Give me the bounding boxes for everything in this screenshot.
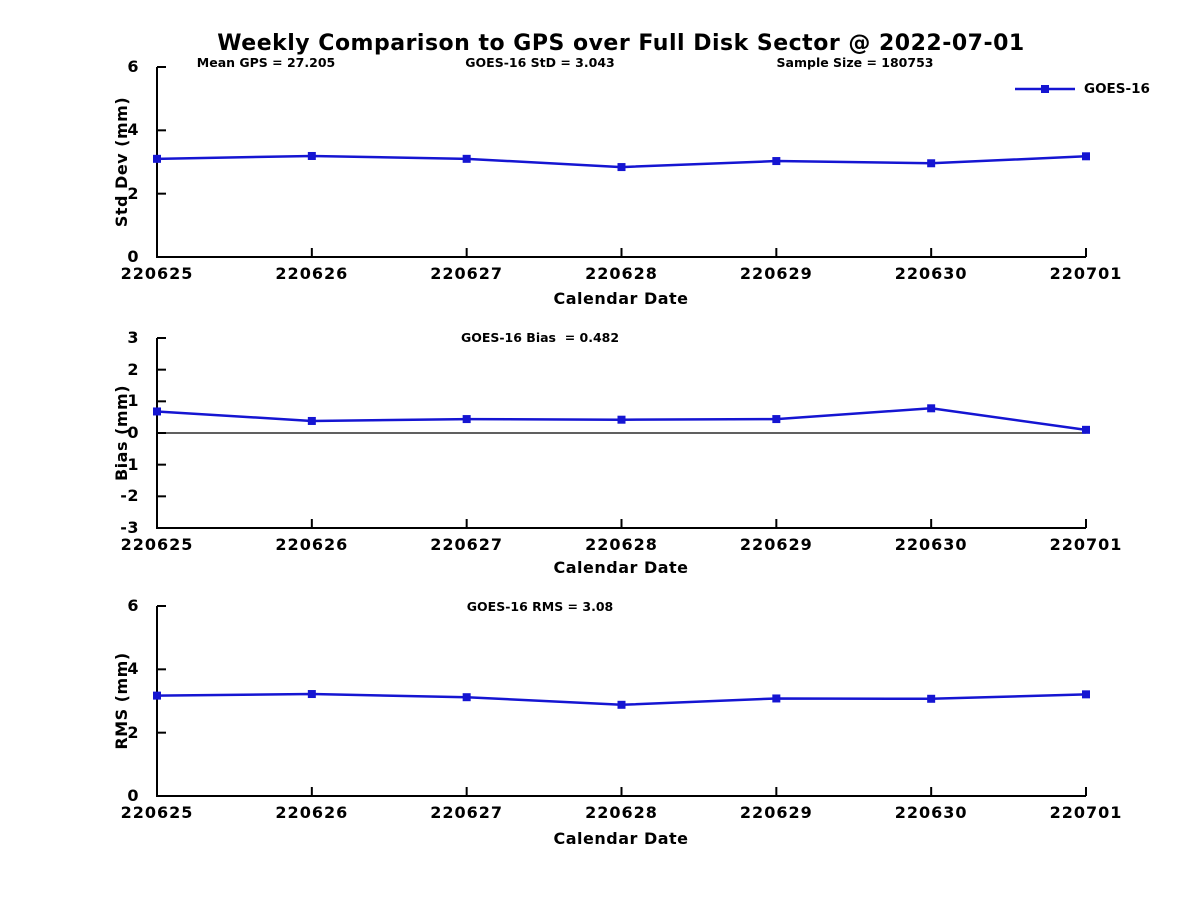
y-tick-label: 2 xyxy=(127,722,139,742)
x-tick-label: 220629 xyxy=(739,264,813,283)
x-tick-label: 220627 xyxy=(430,803,504,822)
data-point-marker xyxy=(307,151,316,160)
y-tick-label: 4 xyxy=(127,659,139,679)
data-point-marker xyxy=(927,694,936,703)
x-tick-label: 220629 xyxy=(739,803,813,822)
data-point-marker xyxy=(1082,425,1090,434)
y-tick-label: 6 xyxy=(127,596,139,615)
legend-label: GOES-16 xyxy=(1084,81,1150,97)
data-point-marker xyxy=(617,163,626,172)
y-tick-label: 6 xyxy=(127,57,139,76)
x-tick-label: 220625 xyxy=(120,264,194,283)
data-point-marker xyxy=(772,694,781,703)
annotation-goes16-std: GOES-16 StD = 3.043 xyxy=(465,55,615,70)
data-point-marker xyxy=(927,404,936,413)
y-tick-label: 3 xyxy=(127,328,139,347)
x-tick-label: 220625 xyxy=(120,535,194,554)
data-point-marker xyxy=(307,690,316,699)
data-point-marker xyxy=(462,154,471,163)
figure-title: Weekly Comparison to GPS over Full Disk … xyxy=(217,31,1025,56)
annotation-goes16-bias: GOES-16 Bias = 0.482 xyxy=(460,330,620,345)
annotation-mean-gps: Mean GPS = 27.205 xyxy=(196,55,336,70)
y-tick-label: 1 xyxy=(127,391,139,411)
y-tick-label: -2 xyxy=(120,486,139,506)
data-point-marker xyxy=(462,693,471,702)
data-point-marker xyxy=(927,159,936,168)
annotation-sample-size: Sample Size = 180753 xyxy=(776,55,934,70)
x-axis-label-1: Calendar Date xyxy=(553,289,689,308)
data-point-marker xyxy=(307,416,316,425)
data-point-marker xyxy=(772,415,781,424)
y-tick-label: 2 xyxy=(127,359,139,379)
x-tick-label: 220627 xyxy=(430,264,504,283)
y-tick-label: 0 xyxy=(127,423,139,442)
x-tick-label: 220626 xyxy=(275,535,349,554)
x-axis-label-2: Calendar Date xyxy=(553,558,689,577)
x-tick-label: 220630 xyxy=(894,535,968,554)
x-tick-label: 220628 xyxy=(585,535,658,554)
x-axis-label-3: Calendar Date xyxy=(553,829,689,848)
data-point-marker xyxy=(617,415,626,424)
y-tick-label: 2 xyxy=(127,183,139,203)
x-tick-label: 220628 xyxy=(585,264,658,283)
annotation-goes16-rms: GOES-16 RMS = 3.08 xyxy=(466,599,614,614)
data-point-marker xyxy=(153,407,161,416)
data-point-marker xyxy=(462,415,471,424)
y-axis-label-stddev: Std Dev (mm) xyxy=(112,96,131,228)
x-tick-label: 220629 xyxy=(739,535,813,554)
data-point-marker xyxy=(617,700,626,709)
y-tick-label: 0 xyxy=(127,786,139,805)
data-point-marker xyxy=(153,154,161,163)
data-point-marker xyxy=(772,157,781,166)
y-tick-label: -1 xyxy=(120,454,139,474)
data-point-marker xyxy=(1082,690,1090,699)
y-tick-label: 4 xyxy=(127,120,139,140)
data-point-marker xyxy=(1082,152,1090,161)
y-axis-label-rms: RMS (mm) xyxy=(112,652,131,750)
x-tick-label: 220701 xyxy=(1049,264,1123,283)
y-tick-label: -3 xyxy=(120,518,139,537)
x-tick-label: 220701 xyxy=(1049,803,1123,822)
legend-marker-sample xyxy=(1041,85,1049,93)
x-tick-label: 220626 xyxy=(275,264,349,283)
x-tick-label: 220628 xyxy=(585,803,658,822)
x-tick-label: 220701 xyxy=(1049,535,1123,554)
y-tick-label: 0 xyxy=(127,247,139,266)
x-tick-label: 220630 xyxy=(894,264,968,283)
x-tick-label: 220626 xyxy=(275,803,349,822)
x-tick-label: 220627 xyxy=(430,535,504,554)
x-tick-label: 220625 xyxy=(120,803,194,822)
data-point-marker xyxy=(153,691,161,700)
x-tick-label: 220630 xyxy=(894,803,968,822)
